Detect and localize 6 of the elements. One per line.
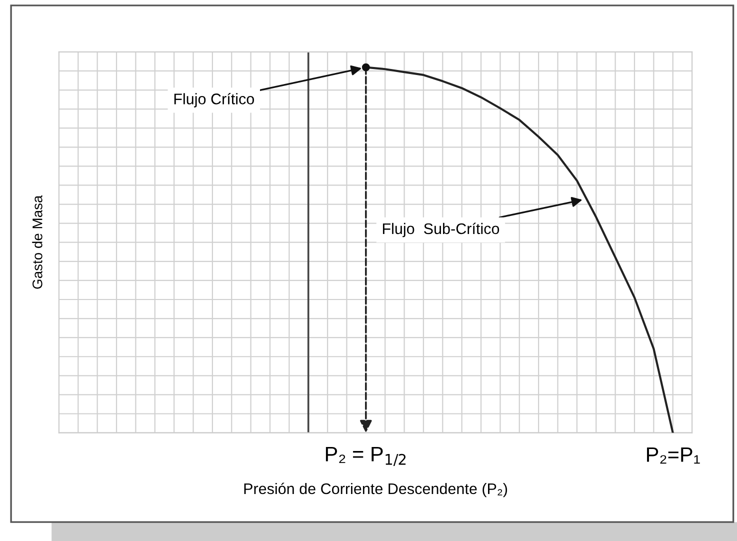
x-tick-label: P₂=P₁	[647, 447, 700, 464]
y-axis-title: Gasto de Masa	[32, 195, 42, 289]
annotation: Flujo Crítico	[174, 92, 254, 108]
annotation: Flujo Sub-Crítico	[382, 222, 500, 238]
x-tick-label: P₂ = P$_{1/2}$	[326, 446, 406, 466]
x-axis-title: Presión de Corriente Descendente (P₂)	[244, 482, 508, 498]
